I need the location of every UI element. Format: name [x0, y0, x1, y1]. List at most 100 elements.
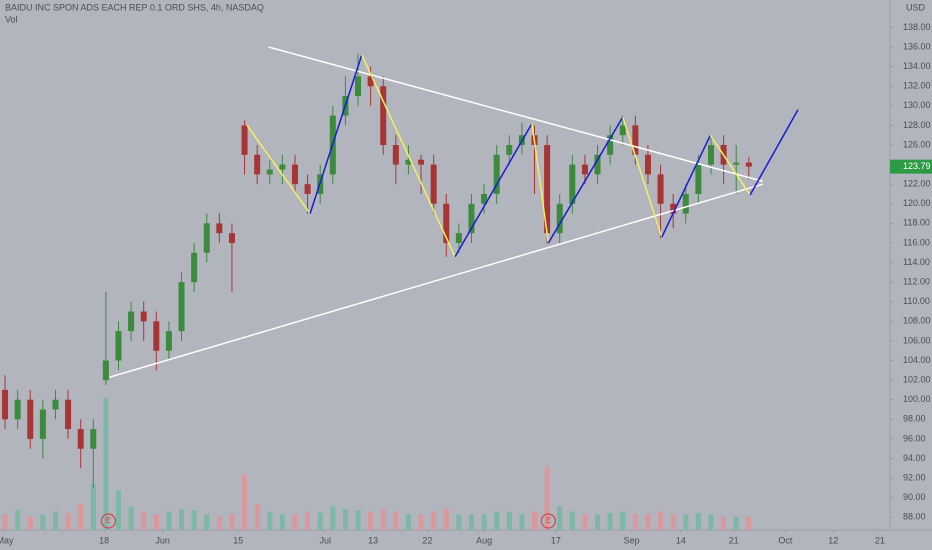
- candle-body: [682, 193, 689, 214]
- y-tick-label: 126.00: [903, 139, 931, 149]
- volume-bar: [721, 516, 727, 530]
- candle-body: [216, 223, 223, 234]
- volume-bar: [2, 514, 8, 530]
- candle-body: [405, 159, 412, 165]
- y-tick-label: 92.00: [903, 472, 926, 482]
- candle-body: [266, 169, 273, 175]
- volume-bar: [355, 510, 361, 530]
- candle-body: [695, 164, 702, 194]
- volume-bar: [166, 511, 172, 530]
- drawing-line: [361, 54, 456, 257]
- volume-bar: [582, 514, 588, 530]
- volume-bar: [52, 511, 58, 530]
- candle-body: [707, 144, 714, 165]
- candle-body: [128, 311, 135, 332]
- candle-body: [745, 162, 752, 167]
- volume-bar: [670, 514, 676, 530]
- x-tick-label: Oct: [778, 535, 793, 545]
- y-tick-label: 90.00: [903, 492, 926, 502]
- y-tick-label: 118.00: [903, 218, 930, 228]
- volume-bar: [216, 516, 222, 530]
- volume-bar: [569, 511, 575, 530]
- volume-bar: [40, 514, 46, 530]
- y-tick-label: 134.00: [903, 61, 931, 71]
- candle-body: [556, 203, 563, 234]
- candle-body: [165, 331, 172, 351]
- candle-body: [506, 144, 513, 155]
- volume-bar: [279, 514, 285, 530]
- volume-bar: [506, 511, 512, 530]
- volume-bar: [443, 508, 449, 530]
- candle-body: [65, 399, 72, 430]
- drawing-line: [109, 183, 763, 378]
- x-tick-label: Jun: [155, 535, 170, 545]
- volume-bar: [519, 514, 525, 530]
- y-tick-label: 128.00: [903, 120, 931, 130]
- volume-bar: [544, 466, 550, 530]
- volume-bar: [393, 511, 399, 530]
- x-tick-label: 15: [233, 535, 243, 545]
- volume-bar: [242, 474, 248, 530]
- x-tick-label: 14: [676, 535, 686, 545]
- y-tick-label: 88.00: [903, 512, 926, 522]
- volume-bar: [90, 483, 96, 530]
- candle-body: [380, 86, 387, 145]
- volume-bar: [380, 508, 386, 530]
- volume-bar: [683, 514, 689, 530]
- y-tick-label: 112.00: [903, 277, 930, 287]
- x-tick-label: Aug: [476, 535, 492, 545]
- drawing-line: [246, 124, 311, 215]
- currency-label: USD: [906, 2, 926, 12]
- candle-body: [644, 154, 651, 175]
- candle-body: [443, 203, 450, 243]
- x-tick-label: 18: [99, 535, 109, 545]
- event-label: E: [106, 516, 111, 525]
- candle-body: [153, 321, 160, 351]
- y-tick-label: 94.00: [903, 453, 926, 463]
- volume-bar: [620, 511, 626, 530]
- volume-bar: [305, 511, 311, 530]
- candle-body: [619, 125, 626, 136]
- y-tick-label: 120.00: [903, 198, 931, 208]
- candle-body: [569, 164, 576, 204]
- candle-body: [102, 360, 109, 381]
- volume-bar: [141, 511, 147, 530]
- volume-bar: [405, 514, 411, 530]
- y-tick-label: 104.00: [903, 355, 931, 365]
- x-tick-label: 17: [551, 535, 561, 545]
- drawing-line: [709, 134, 751, 196]
- volume-bar: [494, 511, 500, 530]
- candle-body: [279, 164, 286, 170]
- y-tick-label: 132.00: [903, 81, 931, 91]
- candle-body: [304, 184, 311, 194]
- event-label: E: [546, 516, 551, 525]
- drawing-line: [268, 46, 763, 182]
- candle-body: [140, 311, 147, 322]
- candle-body: [670, 203, 677, 214]
- volume-bar: [292, 514, 298, 530]
- volume-bar: [229, 514, 235, 530]
- x-tick-label: 12: [828, 535, 838, 545]
- volume-bar: [330, 506, 336, 530]
- candle-body: [27, 399, 34, 439]
- y-tick-label: 114.00: [903, 257, 930, 267]
- candle-body: [291, 164, 298, 185]
- x-tick-label: 21: [875, 535, 885, 545]
- y-tick-label: 108.00: [903, 316, 931, 326]
- volume-bar: [746, 516, 752, 530]
- y-tick-label: 136.00: [903, 41, 931, 51]
- candle-body: [455, 233, 462, 243]
- y-tick-label: 106.00: [903, 335, 931, 345]
- y-tick-label: 116.00: [903, 237, 930, 247]
- volume-bar: [153, 514, 159, 530]
- candle-body: [632, 125, 639, 155]
- candle-body: [607, 135, 614, 155]
- candle-body: [52, 399, 59, 410]
- drawing-line: [531, 123, 550, 244]
- candle-body: [430, 164, 437, 204]
- y-tick-label: 98.00: [903, 414, 926, 424]
- candle-body: [468, 203, 475, 234]
- candle-body: [241, 125, 248, 155]
- candle-body: [77, 429, 84, 449]
- volume-bar: [267, 511, 273, 530]
